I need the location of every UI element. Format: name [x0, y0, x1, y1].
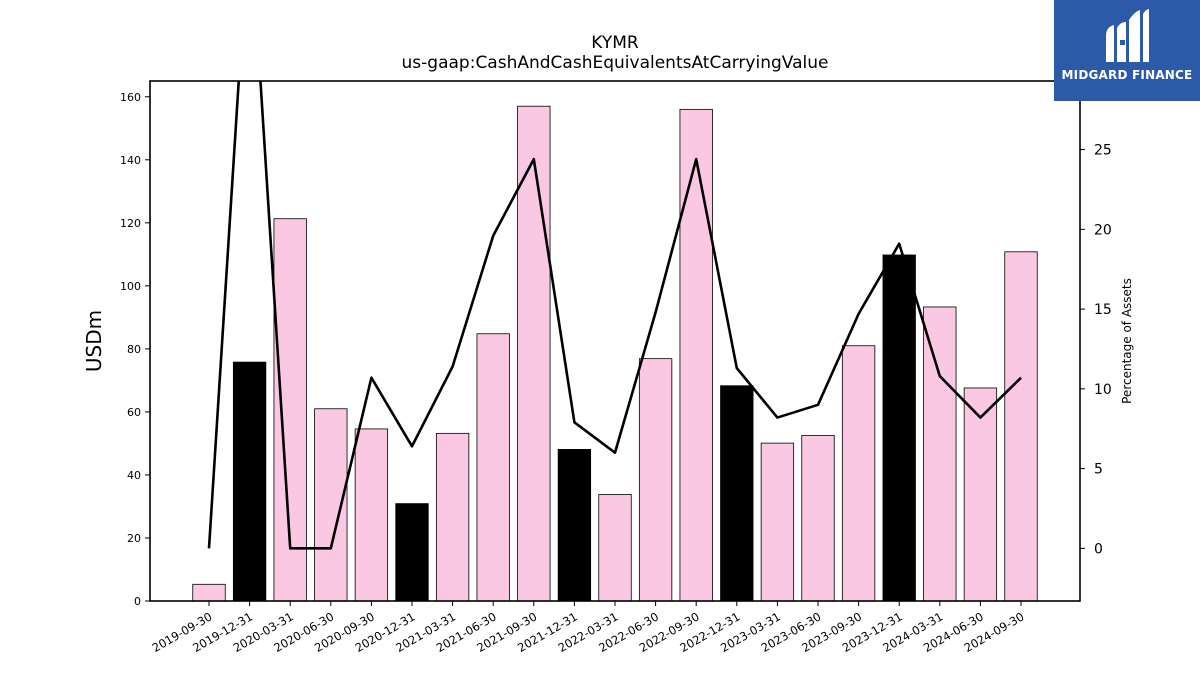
y2-tick-label-15: 15 — [1094, 302, 1112, 318]
bar-2020-09-30 — [354, 428, 389, 601]
bar-2020-12-31 — [395, 503, 429, 601]
y-tick-label-160: 160 — [120, 91, 141, 104]
y2-tick-label-10: 10 — [1094, 382, 1112, 398]
bar-2023-12-31 — [882, 254, 916, 601]
y-tick-label-40: 40 — [127, 469, 141, 482]
y2-tick-label-0: 0 — [1094, 541, 1103, 557]
bar-2019-12-31 — [232, 361, 267, 601]
line-layer — [207, 81, 1022, 550]
bar-2022-03-31 — [598, 494, 632, 601]
y-tick-label-60: 60 — [127, 406, 141, 419]
y-axis-label: USDm — [82, 310, 106, 372]
logo-text: MIDGARD FINANCE — [1061, 68, 1193, 82]
bar-2022-12-31 — [720, 385, 754, 601]
bar-2024-03-31 — [923, 306, 957, 601]
bar-2022-06-30 — [638, 358, 673, 601]
bars-layer — [192, 105, 1038, 601]
y2-tick-label-25: 25 — [1094, 143, 1112, 159]
y-tick-label-20: 20 — [127, 532, 141, 545]
bar-2019-09-30 — [192, 583, 226, 601]
percentage-line — [207, 81, 1022, 550]
bar-2023-06-30 — [801, 435, 835, 601]
bar-2023-09-30 — [841, 345, 876, 601]
y2-axis-label: Percentage of Assets — [1120, 278, 1134, 404]
y-tick-label-140: 140 — [120, 154, 141, 167]
y-tick-label-100: 100 — [120, 280, 141, 293]
bar-2021-06-30 — [476, 333, 510, 601]
bar-2024-06-30 — [963, 387, 998, 601]
bar-2021-12-31 — [557, 449, 592, 601]
y2-tick-label-20: 20 — [1094, 222, 1112, 238]
midgard-finance-logo: MIDGARD FINANCE — [1054, 0, 1200, 101]
midgard-m-logo-icon — [1054, 0, 1200, 101]
y-tick-label-80: 80 — [127, 343, 141, 356]
y-tick-label-0: 0 — [134, 595, 141, 608]
bar-2022-09-30 — [679, 108, 713, 601]
chart-subtitle: us-gaap:CashAndCashEquivalentsAtCarrying… — [402, 53, 829, 73]
bar-2024-09-30 — [1004, 251, 1038, 601]
chart-title: KYMR — [591, 33, 639, 53]
y2-tick-label-5: 5 — [1094, 462, 1103, 478]
bar-2021-03-31 — [435, 432, 470, 601]
bar-2023-03-31 — [760, 442, 795, 601]
y-tick-label-120: 120 — [120, 217, 141, 230]
